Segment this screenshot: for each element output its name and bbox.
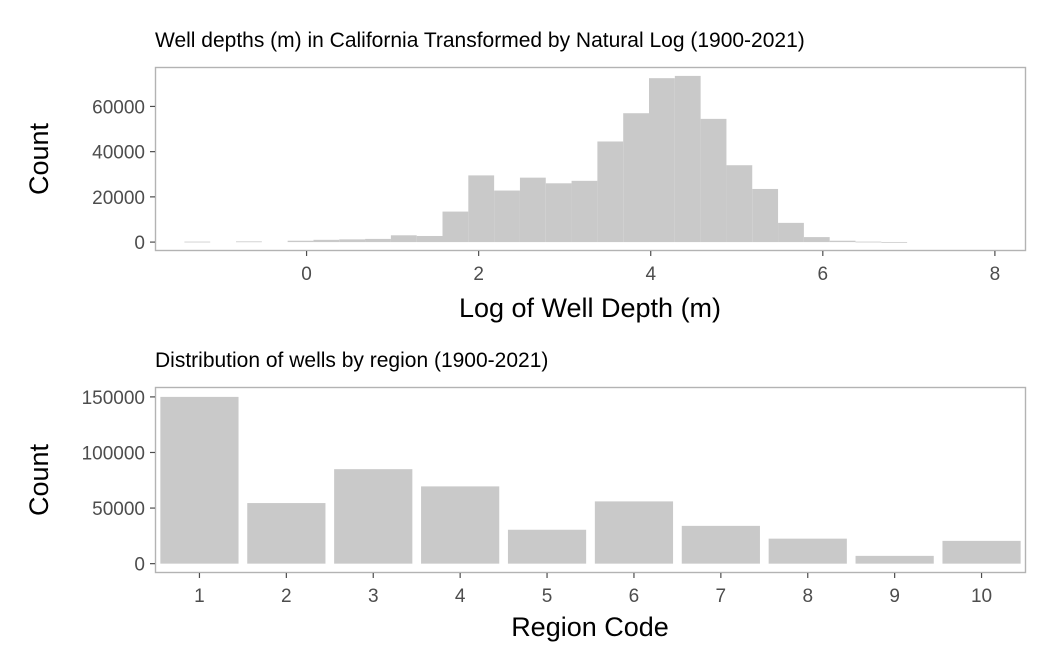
histogram-bar [623, 113, 650, 243]
x-tick-label: 8 [990, 264, 1001, 285]
histogram-bar [339, 239, 366, 243]
x-tick-label: 4 [455, 586, 466, 607]
region-bar [507, 529, 587, 564]
region-bar [768, 538, 847, 564]
histogram-bar [803, 237, 830, 243]
x-tick-label: 1 [194, 586, 205, 607]
x-tick-label: 10 [971, 586, 992, 607]
histogram-bar [829, 240, 856, 243]
y-tick-label: 50000 [92, 499, 145, 520]
histogram-bar [468, 175, 495, 243]
histogram-bar [184, 241, 211, 243]
x-tick-label: 6 [629, 586, 640, 607]
histogram-bar [752, 188, 779, 243]
region-bar [334, 469, 413, 564]
histogram-bar [236, 241, 262, 243]
chart1-x-axis-title: Log of Well Depth (m) [459, 293, 721, 323]
chart2-panel-border [154, 386, 1027, 574]
histogram-bar [390, 235, 417, 243]
histogram-bar [313, 239, 340, 243]
histogram-chart: Well depths (m) in California Transforme… [24, 29, 1027, 323]
region-bar [942, 540, 1021, 564]
histogram-bar [597, 141, 624, 243]
x-tick-label: 2 [473, 264, 484, 285]
region-bar [247, 503, 326, 564]
region-bar-chart: Distribution of wells by region (1900-20… [24, 349, 1027, 642]
y-tick-label: 40000 [92, 143, 145, 164]
x-tick-label: 5 [542, 586, 553, 607]
histogram-bar [519, 177, 546, 243]
histogram-bar [571, 180, 598, 243]
histogram-bar [416, 235, 443, 243]
chart1-axes: 0 2 4 6 8 0 20000 40000 60000 [92, 97, 1000, 285]
chart1-bars [184, 75, 908, 243]
x-tick-label: 2 [281, 586, 292, 607]
chart1-panel-border [154, 66, 1027, 252]
y-tick-label: 0 [134, 555, 145, 576]
x-tick-label: 4 [645, 264, 656, 285]
region-bar [855, 555, 934, 564]
chart2-axes: 1 2 3 4 5 6 7 8 9 10 0 50000 100000 150000 [82, 388, 993, 607]
histogram-bar [494, 190, 520, 243]
histogram-bar [726, 165, 753, 243]
x-tick-label: 3 [368, 586, 379, 607]
region-bar [594, 501, 674, 564]
chart1-title: Well depths (m) in California Transforme… [155, 29, 805, 52]
x-tick-label: 8 [802, 586, 813, 607]
histogram-bar [855, 241, 882, 243]
y-tick-label: 60000 [92, 97, 145, 118]
histogram-bar [365, 238, 391, 243]
histogram-bar [545, 183, 572, 243]
histogram-bar [442, 211, 469, 243]
x-tick-label: 7 [716, 586, 727, 607]
region-bar [681, 525, 760, 564]
histogram-bar [778, 222, 804, 243]
chart2-y-axis-title: Count [24, 443, 54, 516]
y-tick-label: 20000 [92, 188, 145, 209]
x-tick-label: 6 [818, 264, 829, 285]
chart1-y-axis-title: Count [24, 122, 54, 195]
histogram-bar [674, 75, 701, 243]
chart2-bars [160, 396, 1021, 564]
x-tick-label: 9 [889, 586, 900, 607]
region-bar [421, 486, 500, 564]
chart2-title: Distribution of wells by region (1900-20… [155, 349, 548, 372]
histogram-bar [649, 78, 675, 243]
region-bar [160, 396, 239, 564]
histogram-bar [700, 118, 727, 243]
y-tick-label: 100000 [82, 443, 145, 464]
y-tick-label: 150000 [82, 388, 145, 409]
x-tick-label: 0 [301, 264, 312, 285]
histogram-bar [287, 240, 314, 243]
histogram-bar [881, 241, 908, 243]
chart2-x-axis-title: Region Code [511, 612, 669, 642]
y-tick-label: 0 [134, 233, 145, 254]
